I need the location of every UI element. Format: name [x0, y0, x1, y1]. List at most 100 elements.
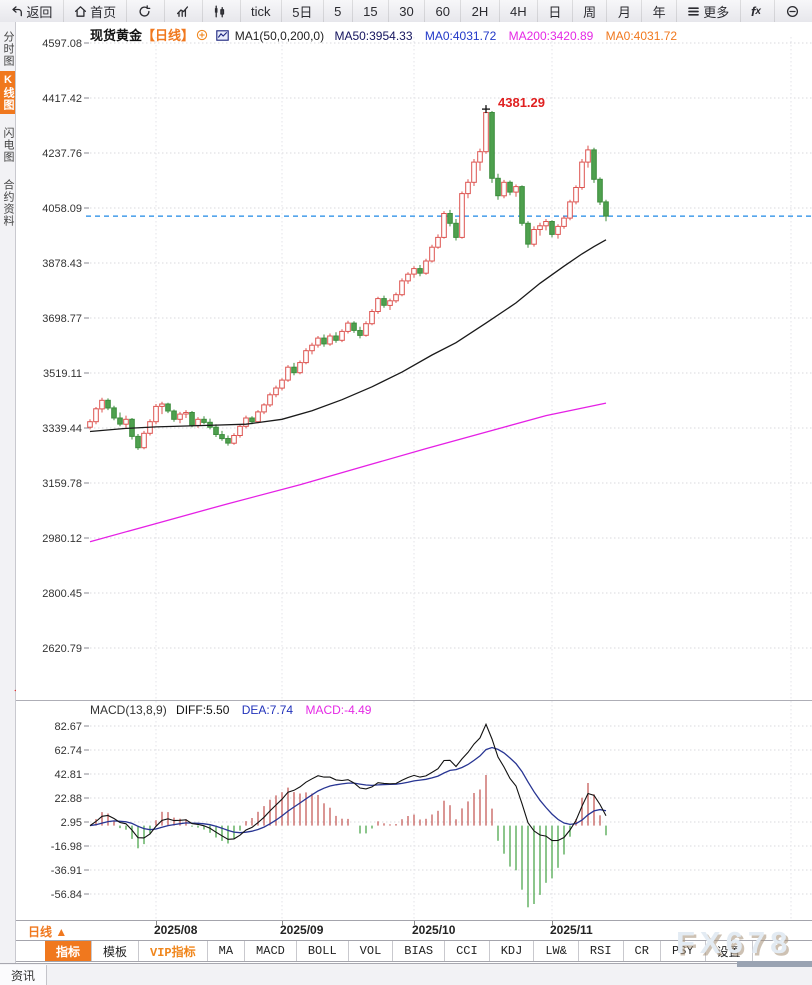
- toolbar-item-h2[interactable]: 2H: [461, 0, 500, 22]
- toolbar-item-week[interactable]: 周: [573, 0, 608, 22]
- toolbar-item-m15[interactable]: 15: [353, 0, 389, 22]
- toolbar-item-label: 15: [363, 3, 378, 19]
- chart-area: 4597.08 4417.42 4237.76 4058.09 3878.43 3698.…: [16, 22, 812, 963]
- indicator-tab-PSY[interactable]: PSY: [661, 941, 706, 961]
- indicator-tab-BIAS[interactable]: BIAS: [393, 941, 446, 961]
- x-axis-row: 2025/08 2025/09 2025/10 2025/11: [16, 920, 812, 941]
- back-arrow-icon: [10, 5, 23, 18]
- toolbar-item-m60[interactable]: 60: [425, 0, 462, 22]
- month-label-2025-10: 2025/10: [412, 923, 456, 937]
- indicator-tab-CCI[interactable]: CCI: [445, 941, 490, 961]
- ma-chart-icon[interactable]: [216, 30, 230, 44]
- toolbar-item-tick[interactable]: tick: [241, 0, 282, 22]
- ma200-value: MA200:3420.89: [508, 29, 594, 43]
- month-tick: [552, 921, 553, 925]
- indicator-tab-VIP指标[interactable]: VIP指标: [139, 941, 208, 961]
- ma50-value: MA50:3954.33: [334, 29, 413, 43]
- sidebar-tab-kline[interactable]: K线图: [0, 71, 15, 114]
- toolbar-item-back[interactable]: 返回: [0, 0, 64, 22]
- candle-chart-icon: [213, 5, 226, 18]
- svg-text:3339.44: 3339.44: [42, 423, 82, 435]
- toolbar-item-label: 周: [583, 4, 597, 20]
- svg-text:82.67: 82.67: [54, 721, 82, 733]
- sidebar-tab-lightning[interactable]: 闪电图: [2, 127, 14, 163]
- toolbar-item-day[interactable]: 日: [538, 0, 573, 22]
- svg-text:-56.84: -56.84: [51, 889, 82, 901]
- svg-text:2620.79: 2620.79: [42, 643, 82, 655]
- toolbar-item-h4[interactable]: 4H: [500, 0, 538, 22]
- svg-text:3159.78: 3159.78: [42, 478, 82, 490]
- menu-icon: [687, 5, 700, 18]
- chart-type-sidebar: 分时图 K线图闪电图合约资料: [0, 22, 16, 963]
- zoom-out-icon: [786, 5, 799, 18]
- svg-text:4417.42: 4417.42: [42, 93, 82, 105]
- toolbar-item-m5[interactable]: 5: [324, 0, 353, 22]
- indicator-tab-KDJ[interactable]: KDJ: [490, 941, 535, 961]
- top-toolbar: 返回 首页 tick 5日 5 15 30 60 2H 4H 日 周 月 年 更多 f x: [0, 0, 812, 23]
- toolbar-item-label: tick: [250, 3, 271, 19]
- macd-indicator-panel[interactable]: 82.67 62.74 42.81 22.88 2.95 -16.98 -36.91 -56.…: [16, 700, 812, 921]
- svg-text:-16.98: -16.98: [51, 841, 82, 853]
- svg-text:-36.91: -36.91: [51, 865, 82, 877]
- toolbar-item-label: 4H: [510, 3, 527, 19]
- toolbar-item-5d[interactable]: 5日: [282, 0, 324, 22]
- month-tick: [414, 921, 415, 925]
- period-selector-label[interactable]: 日线 ▲: [28, 925, 68, 939]
- toolbar-item-label: 30: [399, 3, 414, 19]
- toolbar-item-line-chart-mode[interactable]: [165, 0, 203, 22]
- svg-text:2800.45: 2800.45: [42, 588, 82, 600]
- svg-text:22.88: 22.88: [54, 793, 82, 805]
- indicator-tab-设置[interactable]: 设置: [706, 941, 753, 961]
- toolbar-item-m30[interactable]: 30: [389, 0, 426, 22]
- svg-text:2.95: 2.95: [61, 817, 82, 829]
- toolbar-item-zoom-out[interactable]: [775, 0, 812, 22]
- toolbar-item-home[interactable]: 首页: [64, 0, 128, 22]
- line-chart-icon: [176, 5, 189, 18]
- macd-title: MACD(13,8,9): [90, 703, 167, 717]
- indicator-tab-CR[interactable]: CR: [624, 941, 661, 961]
- indicator-tab-LW&[interactable]: LW&: [534, 941, 579, 961]
- toolbar-item-label: 首页: [90, 4, 117, 20]
- indicator-tab-BOLL[interactable]: BOLL: [297, 941, 349, 961]
- svg-text:4237.76: 4237.76: [42, 148, 82, 160]
- toolbar-item-refresh[interactable]: [127, 0, 166, 22]
- indicator-tab-RSI[interactable]: RSI: [579, 941, 624, 961]
- indicator-tab-MACD[interactable]: MACD: [245, 941, 297, 961]
- macd-macd-value: MACD:-4.49: [305, 703, 372, 717]
- horizontal-scrollbar-thumb[interactable]: [737, 961, 812, 967]
- ma0-value-blue: MA0:4031.72: [424, 29, 497, 43]
- chart-header: 现货黄金【日线】 MA1(50,0,200,0) MA50:3954.33 MA…: [90, 25, 677, 44]
- toolbar-item-label: 更多: [703, 4, 730, 20]
- toolbar-item-label: 5日: [292, 4, 313, 20]
- indicator-tab-模板[interactable]: 模板: [92, 941, 140, 961]
- bottom-bar: 资讯: [0, 963, 812, 985]
- ma0-value-orange: MA0:4031.72: [605, 29, 678, 43]
- svg-text:3878.43: 3878.43: [42, 258, 82, 270]
- svg-text:3519.11: 3519.11: [43, 368, 82, 380]
- indicator-tab-MA[interactable]: MA: [208, 941, 246, 961]
- toolbar-item-more[interactable]: 更多: [677, 0, 741, 22]
- indicator-tab-VOL[interactable]: VOL: [349, 941, 394, 961]
- svg-text:42.81: 42.81: [54, 769, 82, 781]
- sidebar-tab-time-share[interactable]: 分时图: [2, 31, 14, 67]
- svg-text:62.74: 62.74: [54, 745, 82, 757]
- toolbar-item-label: 2H: [471, 3, 489, 19]
- sidebar-tab-contract-info[interactable]: 合约资料: [2, 179, 14, 227]
- toolbar-item-year[interactable]: 年: [642, 0, 677, 22]
- macd-diff-value: DIFF:5.50: [176, 703, 230, 717]
- collapse-circle-icon[interactable]: [196, 29, 208, 44]
- news-tab[interactable]: 资讯: [0, 965, 47, 985]
- toolbar-item-candle-mode[interactable]: [203, 0, 241, 22]
- main-candlestick-chart[interactable]: 4597.08 4417.42 4237.76 4058.09 3878.43 3698.…: [16, 22, 812, 700]
- period-tag: 【日线】: [142, 28, 195, 43]
- indicator-tab-strip: 指标 模板 VIP指标 MA MACD BOLL VOL BIAS CCI KDJ LW& RSI CR…: [16, 940, 812, 962]
- toolbar-item-label: 60: [435, 3, 450, 19]
- svg-text:3698.77: 3698.77: [42, 313, 82, 325]
- toolbar-item-label: 日: [548, 4, 562, 20]
- toolbar-item-month[interactable]: 月: [607, 0, 643, 22]
- refresh-icon: [138, 4, 151, 18]
- indicator-tab-指标[interactable]: 指标: [45, 941, 93, 961]
